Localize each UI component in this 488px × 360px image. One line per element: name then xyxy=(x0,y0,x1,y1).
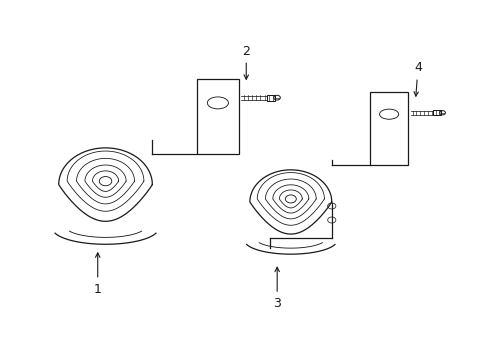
Bar xyxy=(432,110,440,115)
Text: 1: 1 xyxy=(94,253,102,296)
Bar xyxy=(266,95,275,101)
Text: 3: 3 xyxy=(273,267,281,310)
Text: 2: 2 xyxy=(242,45,250,79)
Bar xyxy=(369,93,407,165)
Text: 4: 4 xyxy=(413,62,421,96)
Bar xyxy=(196,79,239,154)
